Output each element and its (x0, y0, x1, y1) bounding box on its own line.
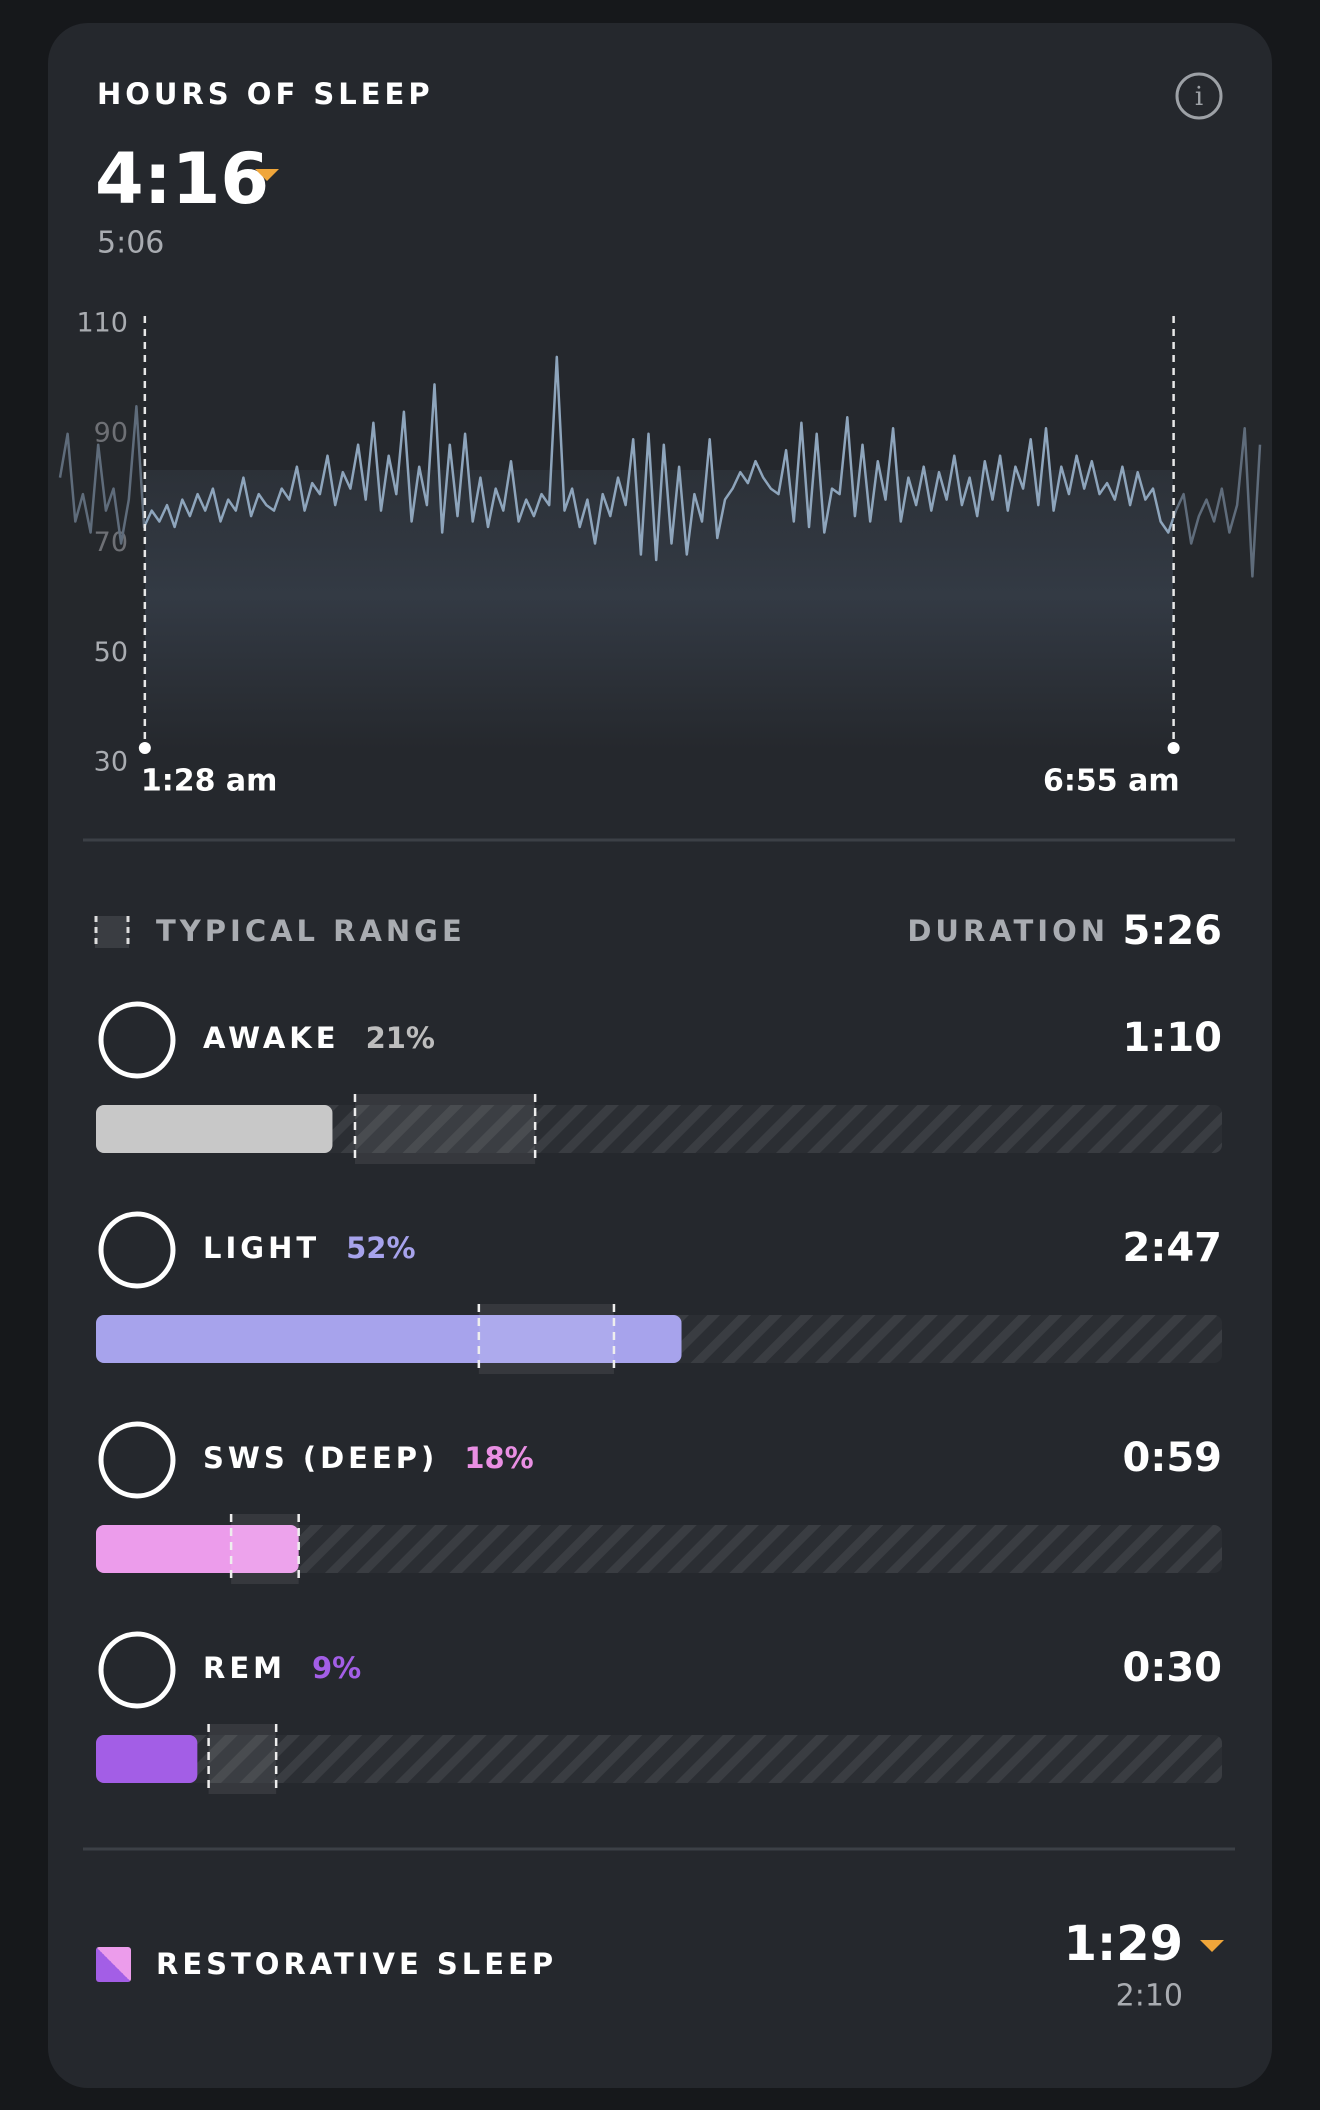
time-marker-dot (138, 742, 151, 754)
sleep-hours: 4:16 (95, 138, 269, 220)
typical-range (478, 1304, 614, 1374)
start-time: 1:28 am (141, 764, 278, 799)
fade-overlay (1173, 340, 1270, 640)
stage-name: REM (203, 1651, 286, 1685)
time-marker-dot (1167, 742, 1180, 754)
y-tick-label: 50 (94, 637, 128, 668)
stage-duration: 1:10 (1123, 1015, 1223, 1061)
stage-percent: 18% (464, 1441, 533, 1475)
typical-range (208, 1724, 277, 1794)
duration-value: 5:26 (1123, 908, 1223, 954)
end-time: 6:55 am (1043, 764, 1180, 799)
y-tick-label: 30 (94, 747, 128, 778)
stage-name: AWAKE (203, 1021, 340, 1055)
sleep-baseline: 5:06 (97, 226, 164, 261)
y-tick-label: 110 (76, 308, 128, 339)
stage-percent: 9% (312, 1651, 361, 1685)
stage-name: SWS (DEEP) (203, 1441, 438, 1475)
stage-toggle[interactable] (98, 1211, 176, 1289)
typical-range (354, 1094, 536, 1164)
title: HOURS OF SLEEP (97, 77, 434, 111)
duration-label: DURATION (907, 914, 1109, 948)
stage-bar (96, 1735, 198, 1783)
info-button[interactable]: i (1175, 72, 1223, 120)
down-arrow (255, 169, 279, 181)
stage-duration: 0:59 (1123, 1435, 1223, 1481)
legend-typical-range: TYPICAL RANGE (156, 914, 466, 948)
stage-bar (96, 1525, 299, 1573)
svg-text:i: i (1195, 82, 1203, 112)
restorative-value: 1:29 (1064, 1916, 1183, 1972)
y-tick-label: 90 (94, 417, 128, 448)
typical-range-icon (94, 916, 130, 948)
stage-name: LIGHT (203, 1231, 320, 1265)
stage-track (96, 1525, 1222, 1573)
stage-track (96, 1105, 1222, 1153)
restorative-icon (96, 1947, 131, 1982)
stage-duration: 2:47 (1123, 1225, 1223, 1271)
restorative-title: RESTORATIVE SLEEP (156, 1947, 557, 1981)
stage-percent: 21% (366, 1021, 435, 1055)
stage-bar (96, 1105, 333, 1153)
stage-toggle[interactable] (98, 1001, 176, 1079)
stage-duration: 0:30 (1123, 1645, 1223, 1691)
stage-track (96, 1735, 1222, 1783)
typical-range (231, 1514, 299, 1584)
restorative-baseline: 2:10 (1116, 1979, 1183, 2014)
stage-bar (96, 1315, 682, 1363)
heart-rate-line (58, 355, 1262, 578)
fade-overlay (50, 340, 145, 640)
stage-toggle[interactable] (98, 1421, 176, 1499)
stage-percent: 52% (346, 1231, 415, 1265)
stage-toggle[interactable] (98, 1631, 176, 1709)
down-arrow (1200, 1940, 1224, 1952)
